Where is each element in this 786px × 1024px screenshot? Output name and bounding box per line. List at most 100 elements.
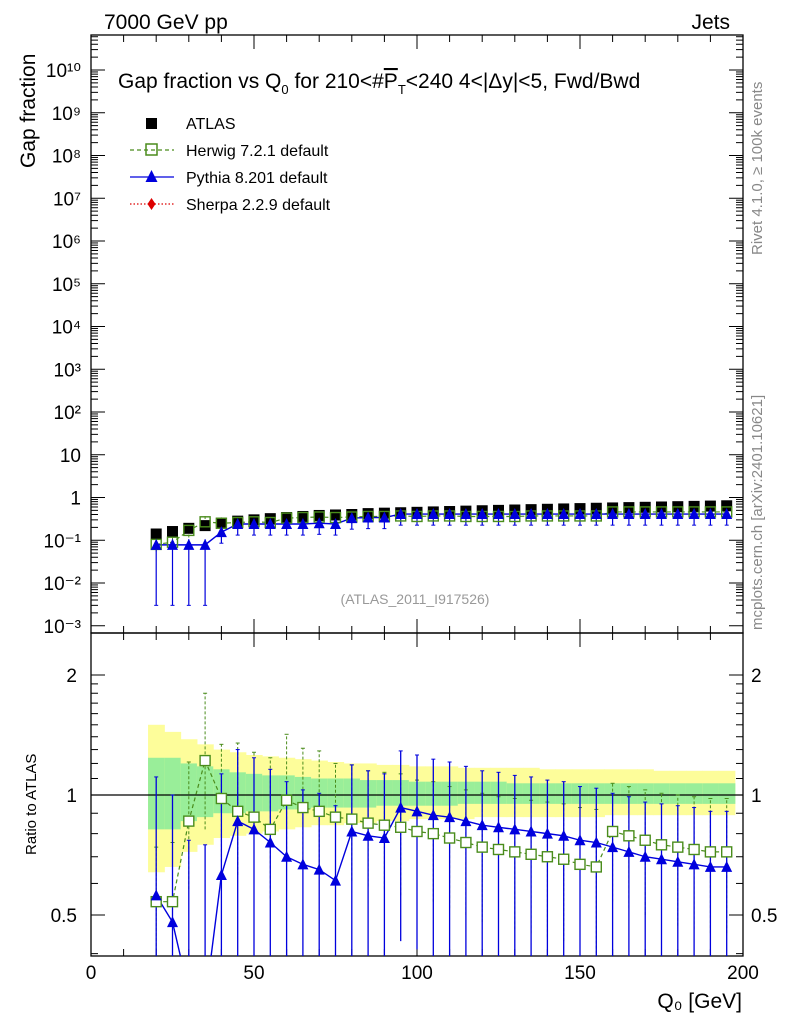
pythia-point bbox=[362, 511, 374, 523]
atlas-data-point bbox=[150, 528, 162, 540]
herwig-ratio-point bbox=[264, 823, 276, 836]
legend-sherpa-marker bbox=[147, 198, 156, 210]
pythia-point bbox=[183, 538, 195, 550]
atlas-data-point bbox=[607, 502, 619, 514]
herwig-ratio-point bbox=[248, 811, 260, 823]
legend-sherpa-label: Sherpa 2.2.9 default bbox=[186, 197, 331, 214]
pythia-point bbox=[313, 517, 325, 529]
pythia-point bbox=[281, 517, 293, 529]
herwig-ratio-point bbox=[378, 819, 391, 831]
pythia-point bbox=[199, 538, 211, 550]
pythia-ratio-point bbox=[672, 855, 684, 867]
pythia-point bbox=[607, 508, 619, 520]
pythia-point bbox=[297, 517, 309, 529]
main-y-tick-label: 10 bbox=[60, 446, 81, 467]
pythia-point bbox=[688, 508, 700, 520]
pythia-ratio-point bbox=[509, 823, 521, 835]
ratio-y-tick-label: 1 bbox=[66, 786, 77, 807]
ratio-x-tick-label: 100 bbox=[401, 963, 433, 984]
herwig-ratio-point bbox=[655, 839, 668, 851]
atlas-data-point bbox=[330, 509, 341, 521]
main-y-tick-label: 10⁶ bbox=[52, 232, 81, 253]
pythia-point bbox=[721, 508, 733, 520]
ratio-y-tick-label-right: 2 bbox=[751, 666, 762, 687]
ratio-x-axis-label: Q₀ [GeV] bbox=[657, 990, 742, 1013]
pythia-point bbox=[427, 508, 439, 520]
main-y-tick-label: 10⁴ bbox=[52, 318, 81, 339]
herwig-ratio-point bbox=[639, 834, 651, 846]
chart-title-subscript-0: 0 bbox=[281, 82, 288, 97]
atlas-data-point bbox=[199, 520, 211, 532]
herwig-ratio-point bbox=[313, 805, 325, 818]
pythia-ratio-point bbox=[330, 874, 341, 886]
ratio-band-inner bbox=[669, 783, 687, 804]
ratio-band-inner bbox=[327, 778, 345, 808]
main-y-tick-label: 10⁵ bbox=[52, 275, 81, 296]
pythia-ratio-point bbox=[297, 858, 309, 870]
ratio-y-tick-label: 2 bbox=[66, 666, 77, 687]
ratio-y-axis-label: Ratio to ATLAS bbox=[23, 754, 40, 855]
pythia-ratio-point bbox=[493, 821, 504, 833]
herwig-ratio-point bbox=[346, 813, 358, 825]
ratio-y-tick-label-right: 0.5 bbox=[751, 906, 777, 927]
pythia-point bbox=[656, 508, 667, 520]
main-y-tick-label: 10⁻² bbox=[44, 574, 82, 595]
ratio-band-inner bbox=[718, 783, 736, 804]
pythia-point bbox=[215, 526, 227, 538]
atlas-data-point bbox=[215, 517, 227, 529]
herwig-ratio-point bbox=[166, 895, 179, 908]
herwig-ratio-point bbox=[623, 830, 635, 842]
legend-herwig-marker bbox=[145, 143, 158, 156]
main-y-tick-label: 10³ bbox=[54, 360, 81, 381]
pythia-ratio-point bbox=[215, 868, 227, 880]
pythia-point bbox=[248, 517, 260, 529]
main-y-tick-label: 10⁹ bbox=[52, 104, 81, 125]
pythia-point bbox=[232, 517, 244, 529]
ratio-y-tick-label-right: 1 bbox=[751, 786, 762, 807]
herwig-ratio-point bbox=[329, 811, 342, 823]
herwig-ratio-point bbox=[183, 815, 195, 827]
main-y-tick-label: 10⁻¹ bbox=[44, 531, 82, 552]
chart-marks: 10⁻³10⁻²10⁻¹11010²10³10⁴10⁵10⁶10⁷10⁸10⁹1… bbox=[44, 34, 777, 984]
ratio-x-tick-label: 50 bbox=[243, 963, 264, 984]
legend-atlas-marker bbox=[146, 118, 157, 129]
herwig-ratio-point bbox=[297, 801, 309, 814]
legend-pythia-marker bbox=[145, 170, 158, 182]
pythia-point bbox=[704, 508, 716, 520]
pythia-point bbox=[378, 511, 390, 523]
atlas-data-point bbox=[704, 500, 716, 512]
pythia-ratio-point bbox=[395, 801, 407, 813]
pythia-ratio-point bbox=[264, 836, 276, 848]
pythia-ratio-point bbox=[411, 805, 423, 817]
ratio-band-inner bbox=[620, 783, 638, 804]
herwig-ratio-point bbox=[590, 861, 602, 873]
pythia-ratio-point bbox=[167, 916, 178, 928]
atlas-data-point bbox=[167, 526, 178, 538]
pythia-point bbox=[346, 512, 358, 524]
header-left-label: 7000 GeV pp bbox=[104, 11, 228, 34]
herwig-ratio-point bbox=[704, 846, 717, 858]
herwig-ratio-point bbox=[460, 836, 472, 849]
pythia-ratio-point bbox=[362, 829, 374, 841]
pythia-ratio-point bbox=[574, 834, 586, 846]
pythia-point bbox=[264, 517, 276, 529]
chart-title-subscript-t: T bbox=[398, 82, 406, 97]
herwig-ratio-point bbox=[541, 851, 554, 863]
pythia-ratio-point bbox=[704, 860, 716, 872]
chart-title-pt-symbol: P bbox=[384, 70, 398, 93]
main-y-tick-label: 10⁸ bbox=[52, 147, 81, 168]
herwig-ratio-point bbox=[606, 825, 619, 838]
herwig-ratio-point bbox=[672, 841, 684, 853]
chart-title-part-1: Gap fraction vs Q bbox=[118, 70, 281, 93]
pythia-ratio-point bbox=[150, 889, 162, 901]
pythia-ratio-point bbox=[688, 858, 700, 870]
ratio-x-tick-label: 150 bbox=[564, 963, 596, 984]
atlas-data-point bbox=[313, 509, 325, 521]
pythia-point bbox=[444, 508, 456, 520]
chart-title-part-2: for 210<# bbox=[289, 70, 384, 93]
herwig-ratio-point bbox=[688, 843, 700, 856]
herwig-ratio-point bbox=[443, 832, 456, 844]
pythia-ratio-point bbox=[378, 832, 390, 844]
ratio-band-inner bbox=[702, 783, 720, 804]
ratio-y-tick-label: 0.5 bbox=[51, 906, 77, 927]
